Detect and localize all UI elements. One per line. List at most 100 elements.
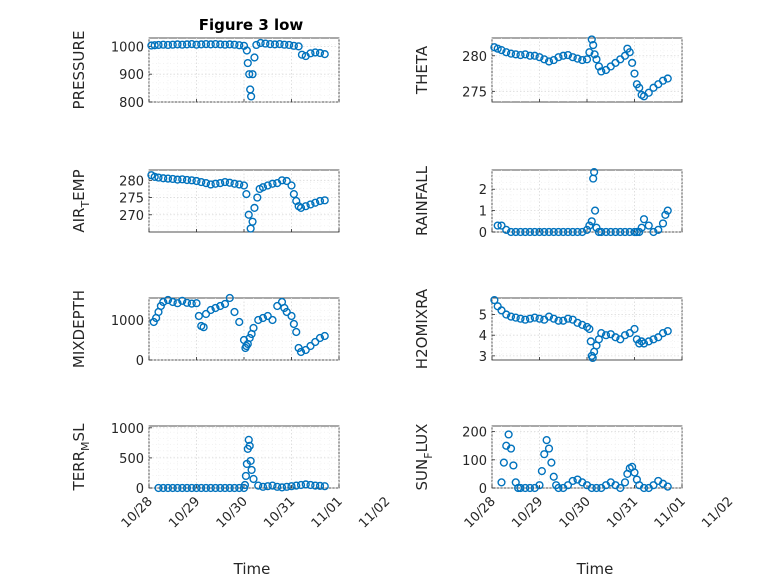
data-point xyxy=(294,343,303,353)
data-point xyxy=(504,430,513,439)
panel-6: 0 500 1000 TERRMSL 10/28 10/29 10/30 10/31 11/01… xyxy=(70,422,393,578)
x-tick-label: 10/29 xyxy=(166,494,203,531)
data-point xyxy=(549,314,558,323)
data-point xyxy=(235,41,244,50)
data-point xyxy=(187,40,196,49)
panel-1: 275 280 THETA xyxy=(413,35,683,103)
data-point xyxy=(616,227,625,237)
figure-title: Figure 3 low xyxy=(199,16,304,34)
data-point xyxy=(206,180,215,189)
data-point xyxy=(530,227,539,237)
y-tick-label: 0 xyxy=(479,482,487,497)
data-point xyxy=(649,335,658,344)
data-point xyxy=(201,483,211,493)
data-point xyxy=(521,483,530,493)
data-point xyxy=(654,225,663,234)
data-point xyxy=(592,55,601,64)
data-point xyxy=(280,303,289,313)
data-point xyxy=(256,38,265,48)
data-point xyxy=(601,227,611,237)
data-point xyxy=(585,48,594,57)
data-point xyxy=(187,483,196,493)
y-axis-label: MIXDEPTH xyxy=(70,290,88,368)
data-point xyxy=(240,480,250,490)
data-point xyxy=(268,179,277,188)
data-point xyxy=(289,319,298,329)
data-point xyxy=(168,40,177,49)
data-point xyxy=(197,177,206,187)
data-point xyxy=(311,337,320,347)
data-point xyxy=(258,313,268,323)
data-point xyxy=(658,329,668,338)
data-point xyxy=(315,196,325,206)
x-tick-label: 10/30 xyxy=(214,494,251,531)
data-point xyxy=(506,312,516,321)
data-point xyxy=(554,53,563,62)
data-point xyxy=(563,50,573,60)
data-point xyxy=(625,329,634,338)
data-point xyxy=(249,323,258,333)
data-point xyxy=(301,202,310,211)
data-point xyxy=(192,176,201,186)
data-point xyxy=(535,227,544,237)
data-point xyxy=(154,173,163,182)
data-point xyxy=(582,225,592,234)
data-point xyxy=(611,333,620,342)
data-point xyxy=(573,54,582,63)
data-point xyxy=(497,221,506,230)
data-point xyxy=(216,178,225,188)
data-point xyxy=(246,456,255,466)
data-point xyxy=(154,483,163,493)
data-point xyxy=(201,40,211,49)
y-axis-label: RAINFALL xyxy=(413,165,431,236)
data-point xyxy=(554,316,563,325)
data-point xyxy=(620,331,630,340)
data-point xyxy=(306,480,315,490)
data-point xyxy=(658,219,668,228)
data-point xyxy=(311,48,320,57)
data-point xyxy=(611,227,620,237)
data-point xyxy=(511,50,520,59)
data-point xyxy=(211,40,220,49)
y-tick-label: 5 xyxy=(479,309,487,324)
data-point xyxy=(244,210,253,219)
data-point xyxy=(249,474,258,484)
data-point xyxy=(216,40,225,49)
data-point xyxy=(216,483,225,493)
data-point xyxy=(253,193,262,202)
data-point xyxy=(587,35,596,44)
data-point xyxy=(568,227,577,237)
data-point xyxy=(597,67,606,76)
data-point xyxy=(163,295,173,305)
data-point xyxy=(649,227,658,237)
data-point xyxy=(173,175,182,184)
data-point xyxy=(616,335,625,344)
data-point xyxy=(639,339,649,348)
data-point xyxy=(248,217,257,226)
data-point xyxy=(549,472,558,481)
data-point xyxy=(582,322,592,332)
data-point xyxy=(225,178,234,187)
data-point xyxy=(150,172,159,181)
data-point xyxy=(220,40,230,49)
data-point xyxy=(516,50,525,60)
data-point xyxy=(235,180,244,189)
data-point xyxy=(578,227,587,237)
data-point xyxy=(263,311,272,321)
data-point xyxy=(197,483,206,493)
data-point xyxy=(502,225,511,234)
data-point xyxy=(542,435,551,445)
data-point xyxy=(559,51,568,60)
y-tick-label: 900 xyxy=(119,68,144,83)
data-point xyxy=(568,53,577,62)
data-point xyxy=(525,314,535,323)
data-point xyxy=(628,58,637,67)
data-point xyxy=(563,227,573,237)
data-point xyxy=(248,70,257,79)
data-point xyxy=(547,458,556,467)
data-point xyxy=(620,478,630,487)
x-tick-label: 10/28 xyxy=(462,494,499,531)
data-point xyxy=(535,481,544,490)
data-point xyxy=(649,481,658,490)
